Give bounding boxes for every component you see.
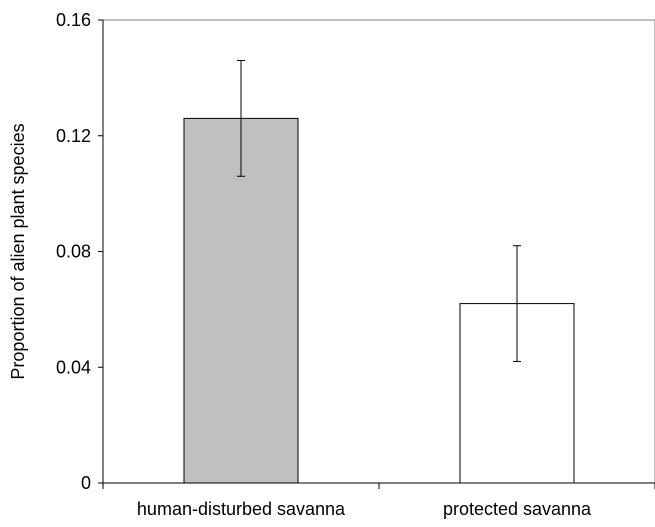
y-axis-label: Proportion of alien plant species <box>8 123 28 379</box>
error-bars-layer <box>237 60 521 362</box>
y-tick-label: 0 <box>81 473 91 493</box>
x-tick-label: human-disturbed savanna <box>137 499 346 519</box>
y-tick-label: 0.04 <box>56 357 91 377</box>
y-tick-label: 0.08 <box>56 242 91 262</box>
y-tick-label: 0.12 <box>56 126 91 146</box>
x-axis: human-disturbed savanna protected savanna <box>102 482 655 519</box>
bars-layer <box>183 117 575 484</box>
x-tick-label: protected savanna <box>443 499 592 519</box>
y-tick-label: 0.16 <box>56 10 91 30</box>
y-axis: 0 0.04 0.08 0.12 0.16 <box>56 10 104 493</box>
